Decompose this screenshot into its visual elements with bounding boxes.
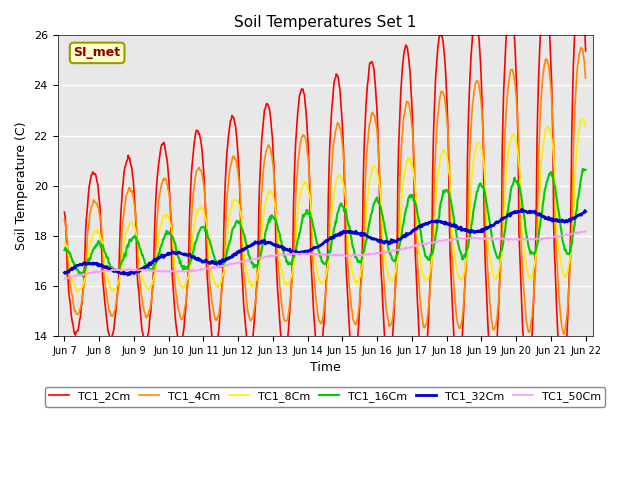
TC1_32Cm — [518, 206, 525, 212]
TC1_16Cm — [70, 261, 77, 267]
TC1_16Cm — [61, 247, 68, 253]
TC1_50Cm — [403, 245, 411, 251]
TC1_16Cm — [582, 167, 589, 173]
TC1_2Cm — [559, 382, 566, 388]
TC1_32Cm — [404, 232, 412, 238]
TC1_2Cm — [61, 209, 68, 215]
TC1_8Cm — [177, 282, 185, 288]
TC1_50Cm — [70, 274, 77, 279]
TC1_4Cm — [124, 190, 131, 195]
Line: TC1_8Cm: TC1_8Cm — [65, 119, 586, 292]
Text: SI_met: SI_met — [74, 47, 121, 60]
TC1_8Cm — [124, 225, 132, 231]
TC1_4Cm — [177, 314, 184, 320]
TC1_32Cm — [177, 251, 185, 256]
TC1_8Cm — [578, 116, 586, 121]
Title: Soil Temperatures Set 1: Soil Temperatures Set 1 — [234, 15, 416, 30]
TC1_50Cm — [204, 265, 212, 271]
TC1_8Cm — [70, 282, 77, 288]
TC1_2Cm — [204, 285, 212, 291]
TC1_8Cm — [61, 240, 68, 246]
TC1_2Cm — [388, 343, 396, 349]
TC1_32Cm — [389, 238, 397, 243]
TC1_4Cm — [582, 75, 589, 81]
TC1_2Cm — [582, 48, 589, 54]
TC1_8Cm — [389, 278, 397, 284]
TC1_50Cm — [124, 266, 131, 272]
TC1_32Cm — [124, 270, 132, 276]
TC1_4Cm — [204, 260, 212, 265]
Line: TC1_4Cm: TC1_4Cm — [65, 48, 586, 334]
TC1_16Cm — [404, 196, 412, 202]
TC1_16Cm — [124, 244, 132, 250]
TC1_4Cm — [61, 216, 68, 222]
TC1_2Cm — [403, 45, 411, 51]
Y-axis label: Soil Temperature (C): Soil Temperature (C) — [15, 121, 28, 250]
TC1_32Cm — [582, 209, 589, 215]
TC1_16Cm — [177, 263, 185, 268]
TC1_32Cm — [61, 270, 68, 276]
Line: TC1_50Cm: TC1_50Cm — [65, 231, 586, 279]
X-axis label: Time: Time — [310, 361, 340, 374]
TC1_16Cm — [79, 273, 86, 279]
Line: TC1_16Cm: TC1_16Cm — [65, 169, 586, 276]
TC1_4Cm — [403, 100, 411, 106]
TC1_50Cm — [582, 228, 589, 234]
TC1_2Cm — [70, 328, 77, 334]
TC1_32Cm — [205, 260, 212, 266]
TC1_2Cm — [124, 157, 131, 163]
TC1_8Cm — [74, 289, 81, 295]
Line: TC1_32Cm: TC1_32Cm — [65, 209, 586, 275]
TC1_8Cm — [582, 123, 589, 129]
TC1_2Cm — [177, 343, 184, 349]
TC1_8Cm — [205, 245, 212, 251]
TC1_4Cm — [388, 318, 396, 324]
TC1_16Cm — [579, 166, 586, 172]
TC1_4Cm — [70, 303, 77, 309]
TC1_50Cm — [61, 276, 68, 282]
TC1_32Cm — [70, 265, 77, 271]
TC1_8Cm — [404, 156, 412, 161]
Legend: TC1_2Cm, TC1_4Cm, TC1_8Cm, TC1_16Cm, TC1_32Cm, TC1_50Cm: TC1_2Cm, TC1_4Cm, TC1_8Cm, TC1_16Cm, TC1… — [45, 387, 605, 407]
TC1_4Cm — [577, 45, 585, 50]
TC1_4Cm — [560, 331, 568, 337]
TC1_50Cm — [177, 269, 184, 275]
Line: TC1_2Cm: TC1_2Cm — [65, 0, 586, 385]
TC1_16Cm — [389, 257, 397, 263]
TC1_50Cm — [388, 248, 396, 253]
TC1_16Cm — [205, 236, 212, 242]
TC1_32Cm — [124, 272, 131, 278]
